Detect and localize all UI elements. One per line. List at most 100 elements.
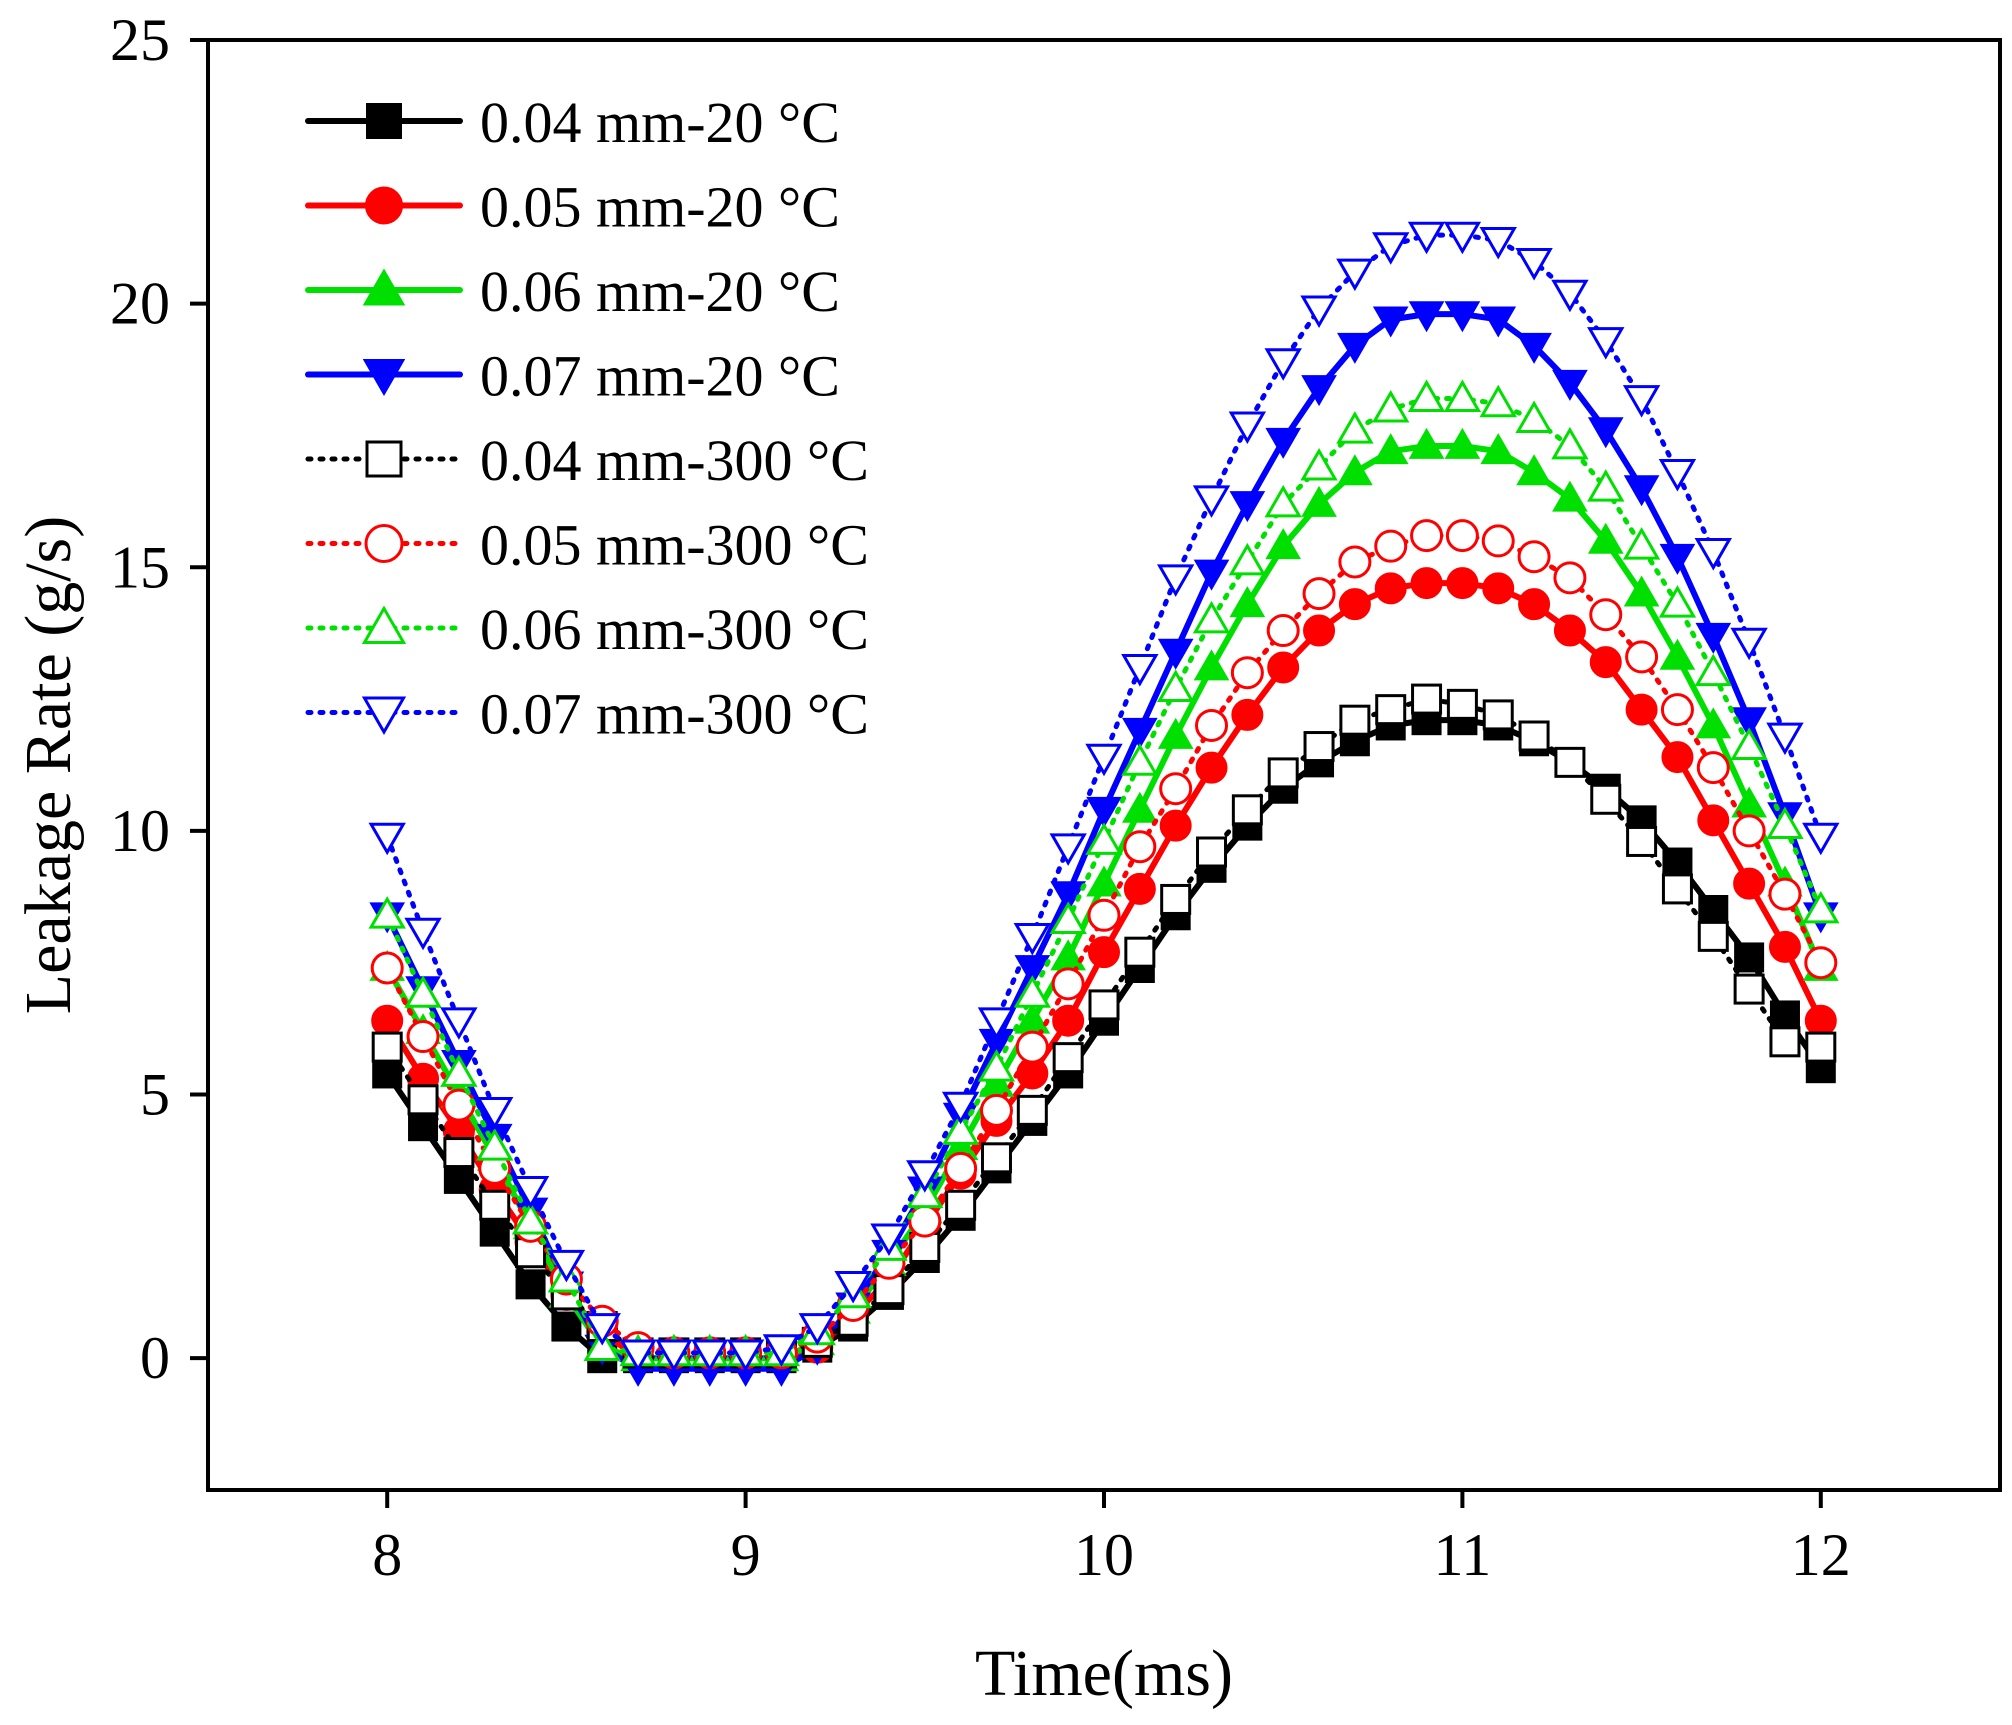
data-point — [1050, 939, 1086, 971]
data-point — [1658, 585, 1697, 618]
data-point — [908, 1204, 942, 1238]
data-point — [1517, 540, 1551, 574]
data-point — [1300, 295, 1338, 329]
data-point — [1698, 895, 1729, 925]
data-point — [1661, 873, 1693, 905]
data-point — [1625, 693, 1658, 726]
data-point — [1482, 572, 1515, 605]
data-point — [1407, 379, 1446, 412]
data-point — [372, 1058, 403, 1089]
y-tick-label: 25 — [110, 7, 170, 73]
data-point — [1411, 683, 1443, 715]
x-tick-label: 8 — [372, 1522, 402, 1588]
data-point — [1802, 822, 1840, 856]
legend-marker — [366, 103, 402, 139]
data-point — [368, 896, 406, 929]
data-point — [1013, 975, 1052, 1008]
data-point — [1121, 743, 1159, 776]
data-point — [1086, 865, 1122, 897]
data-point — [1802, 890, 1840, 924]
data-point — [1121, 654, 1159, 687]
legend-label: 0.06 mm-20 °C — [480, 259, 840, 324]
plot-area — [368, 221, 1840, 1387]
data-point — [1697, 804, 1730, 837]
data-point — [1769, 1000, 1800, 1031]
data-point — [1049, 833, 1087, 866]
data-point — [1626, 825, 1658, 857]
data-point — [479, 1189, 511, 1221]
data-point — [1195, 708, 1229, 742]
data-point — [511, 1176, 550, 1209]
data-point — [1374, 572, 1407, 605]
data-point — [1159, 809, 1192, 842]
data-point — [1156, 669, 1195, 702]
legend-entry: 0.06 mm-300 °C — [305, 597, 869, 662]
data-point — [1123, 830, 1157, 864]
data-point — [1730, 727, 1768, 760]
data-point — [1372, 306, 1409, 338]
data-point — [1228, 411, 1267, 445]
data-point — [1302, 577, 1336, 611]
data-point — [1303, 731, 1335, 763]
data-point — [1408, 427, 1445, 459]
data-point — [1301, 485, 1337, 517]
data-point — [941, 1091, 980, 1125]
data-point — [1049, 901, 1087, 934]
legend-entry: 0.06 mm-20 °C — [305, 259, 840, 324]
data-point — [440, 1007, 478, 1040]
data-point — [1694, 538, 1732, 571]
data-point — [1733, 973, 1765, 1005]
data-point — [1264, 484, 1302, 518]
data-point — [1192, 485, 1231, 518]
legend: 0.04 mm-20 °C 0.05 mm-20 °C 0.06 mm-20 °C 0… — [305, 90, 869, 747]
data-point — [583, 1313, 621, 1346]
y-tick-label: 20 — [110, 271, 170, 337]
data-point — [1231, 698, 1264, 731]
data-point — [1480, 306, 1517, 338]
data-point — [1374, 529, 1408, 563]
data-point — [1192, 600, 1231, 634]
data-point — [1086, 796, 1122, 828]
data-point — [551, 1311, 582, 1342]
data-point — [408, 1111, 439, 1142]
y-tick-label: 10 — [110, 798, 170, 864]
data-point — [1050, 881, 1086, 913]
data-point — [1587, 327, 1625, 360]
legend-entry: 0.07 mm-300 °C — [305, 682, 869, 747]
data-point — [655, 1339, 693, 1373]
data-point — [1014, 955, 1051, 987]
data-point — [1052, 1042, 1084, 1074]
data-point — [1622, 527, 1661, 560]
data-point — [1587, 469, 1625, 502]
data-point — [1482, 699, 1514, 731]
legend-marker — [362, 268, 406, 306]
data-point — [1551, 426, 1589, 460]
data-point — [1734, 942, 1765, 973]
data-point — [1123, 872, 1156, 905]
data-point — [1264, 348, 1302, 381]
data-point — [1336, 258, 1374, 292]
data-point — [1554, 746, 1586, 778]
data-point — [1481, 524, 1515, 558]
data-point — [944, 1151, 978, 1185]
legend-marker — [365, 186, 403, 225]
data-point — [1766, 722, 1804, 756]
data-point — [1658, 458, 1697, 492]
x-tick-label: 12 — [1791, 1522, 1851, 1588]
data-point — [1052, 1004, 1085, 1037]
data-point — [1160, 883, 1192, 915]
data-point — [368, 822, 406, 856]
data-point — [870, 1223, 908, 1257]
legend-label: 0.04 mm-300 °C — [480, 428, 869, 493]
legend-label: 0.05 mm-20 °C — [480, 175, 840, 240]
legend-entry: 0.04 mm-20 °C — [305, 90, 840, 155]
data-point — [407, 1084, 439, 1116]
data-point — [1697, 920, 1729, 952]
data-point — [1732, 814, 1766, 848]
data-point — [1590, 783, 1622, 815]
legend-label: 0.07 mm-20 °C — [480, 344, 840, 409]
data-point — [1516, 332, 1552, 364]
legend-marker — [362, 359, 406, 397]
